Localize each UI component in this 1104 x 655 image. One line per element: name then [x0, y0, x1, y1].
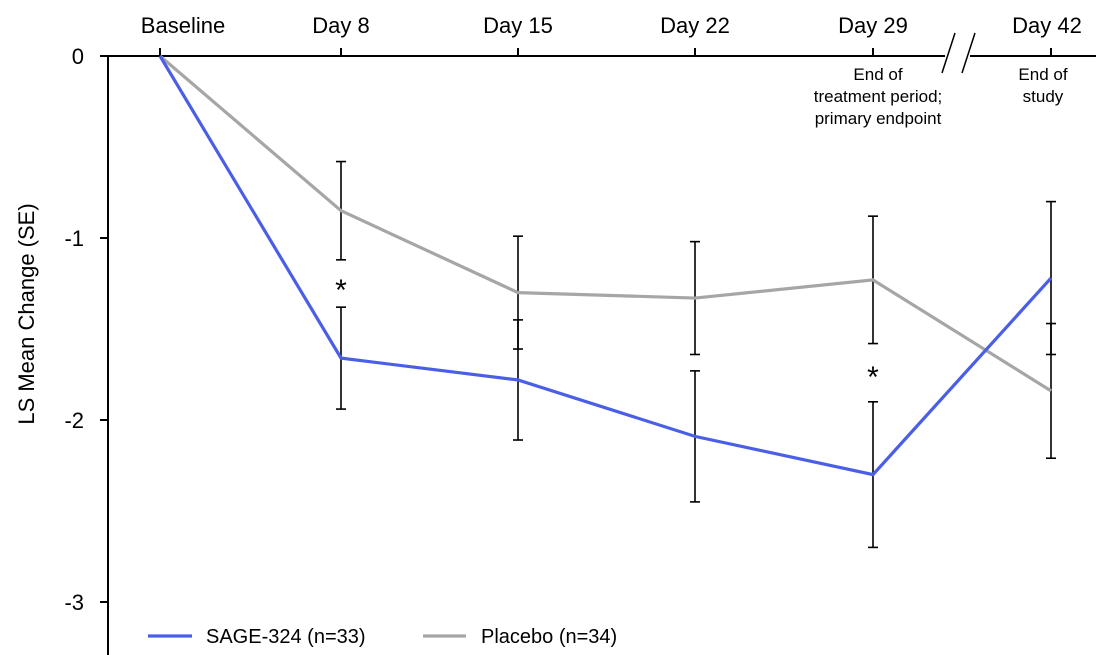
note-line: treatment period; — [814, 87, 943, 106]
error-bars — [336, 160, 1056, 549]
note-line: study — [1023, 87, 1064, 106]
series-lines — [158, 54, 1053, 477]
legend: SAGE-324 (n=33) Placebo (n=34) — [148, 626, 617, 648]
note-line: primary endpoint — [815, 109, 942, 128]
axis-break-mark — [941, 32, 956, 74]
x-tick-labels: Baseline Day 8 Day 15 Day 22 Day 29 Day 42 — [141, 13, 1082, 38]
y-tick-label: -1 — [64, 226, 84, 251]
x-tick-label: Day 15 — [483, 13, 553, 38]
y-tick-label: 0 — [72, 44, 84, 69]
series-line — [158, 55, 1053, 477]
series-line — [158, 54, 1052, 393]
x-tick-label: Day 29 — [838, 13, 908, 38]
x-tick-label: Day 42 — [1012, 13, 1082, 38]
y-tick-label: -3 — [64, 590, 84, 615]
note-line: End of — [853, 65, 902, 84]
period-notes: End of treatment period; primary endpoint E… — [814, 65, 1068, 128]
legend-label: SAGE-324 (n=33) — [206, 626, 366, 648]
y-tick-labels: 0 -1 -2 -3 — [64, 44, 84, 615]
y-axis-label: LS Mean Change (SE) — [14, 203, 39, 424]
legend-label: Placebo (n=34) — [481, 626, 617, 648]
x-tick-label: Baseline — [141, 13, 225, 38]
significance-star: * — [335, 274, 347, 307]
significance-markers: ** — [335, 274, 879, 394]
chart-axes — [100, 32, 1096, 655]
x-tick-label: Day 8 — [312, 13, 369, 38]
note-line: End of — [1018, 65, 1067, 84]
y-tick-label: -2 — [64, 408, 84, 433]
x-tick-label: Day 22 — [660, 13, 730, 38]
axis-break-mark — [961, 32, 976, 74]
significance-star: * — [867, 361, 879, 394]
